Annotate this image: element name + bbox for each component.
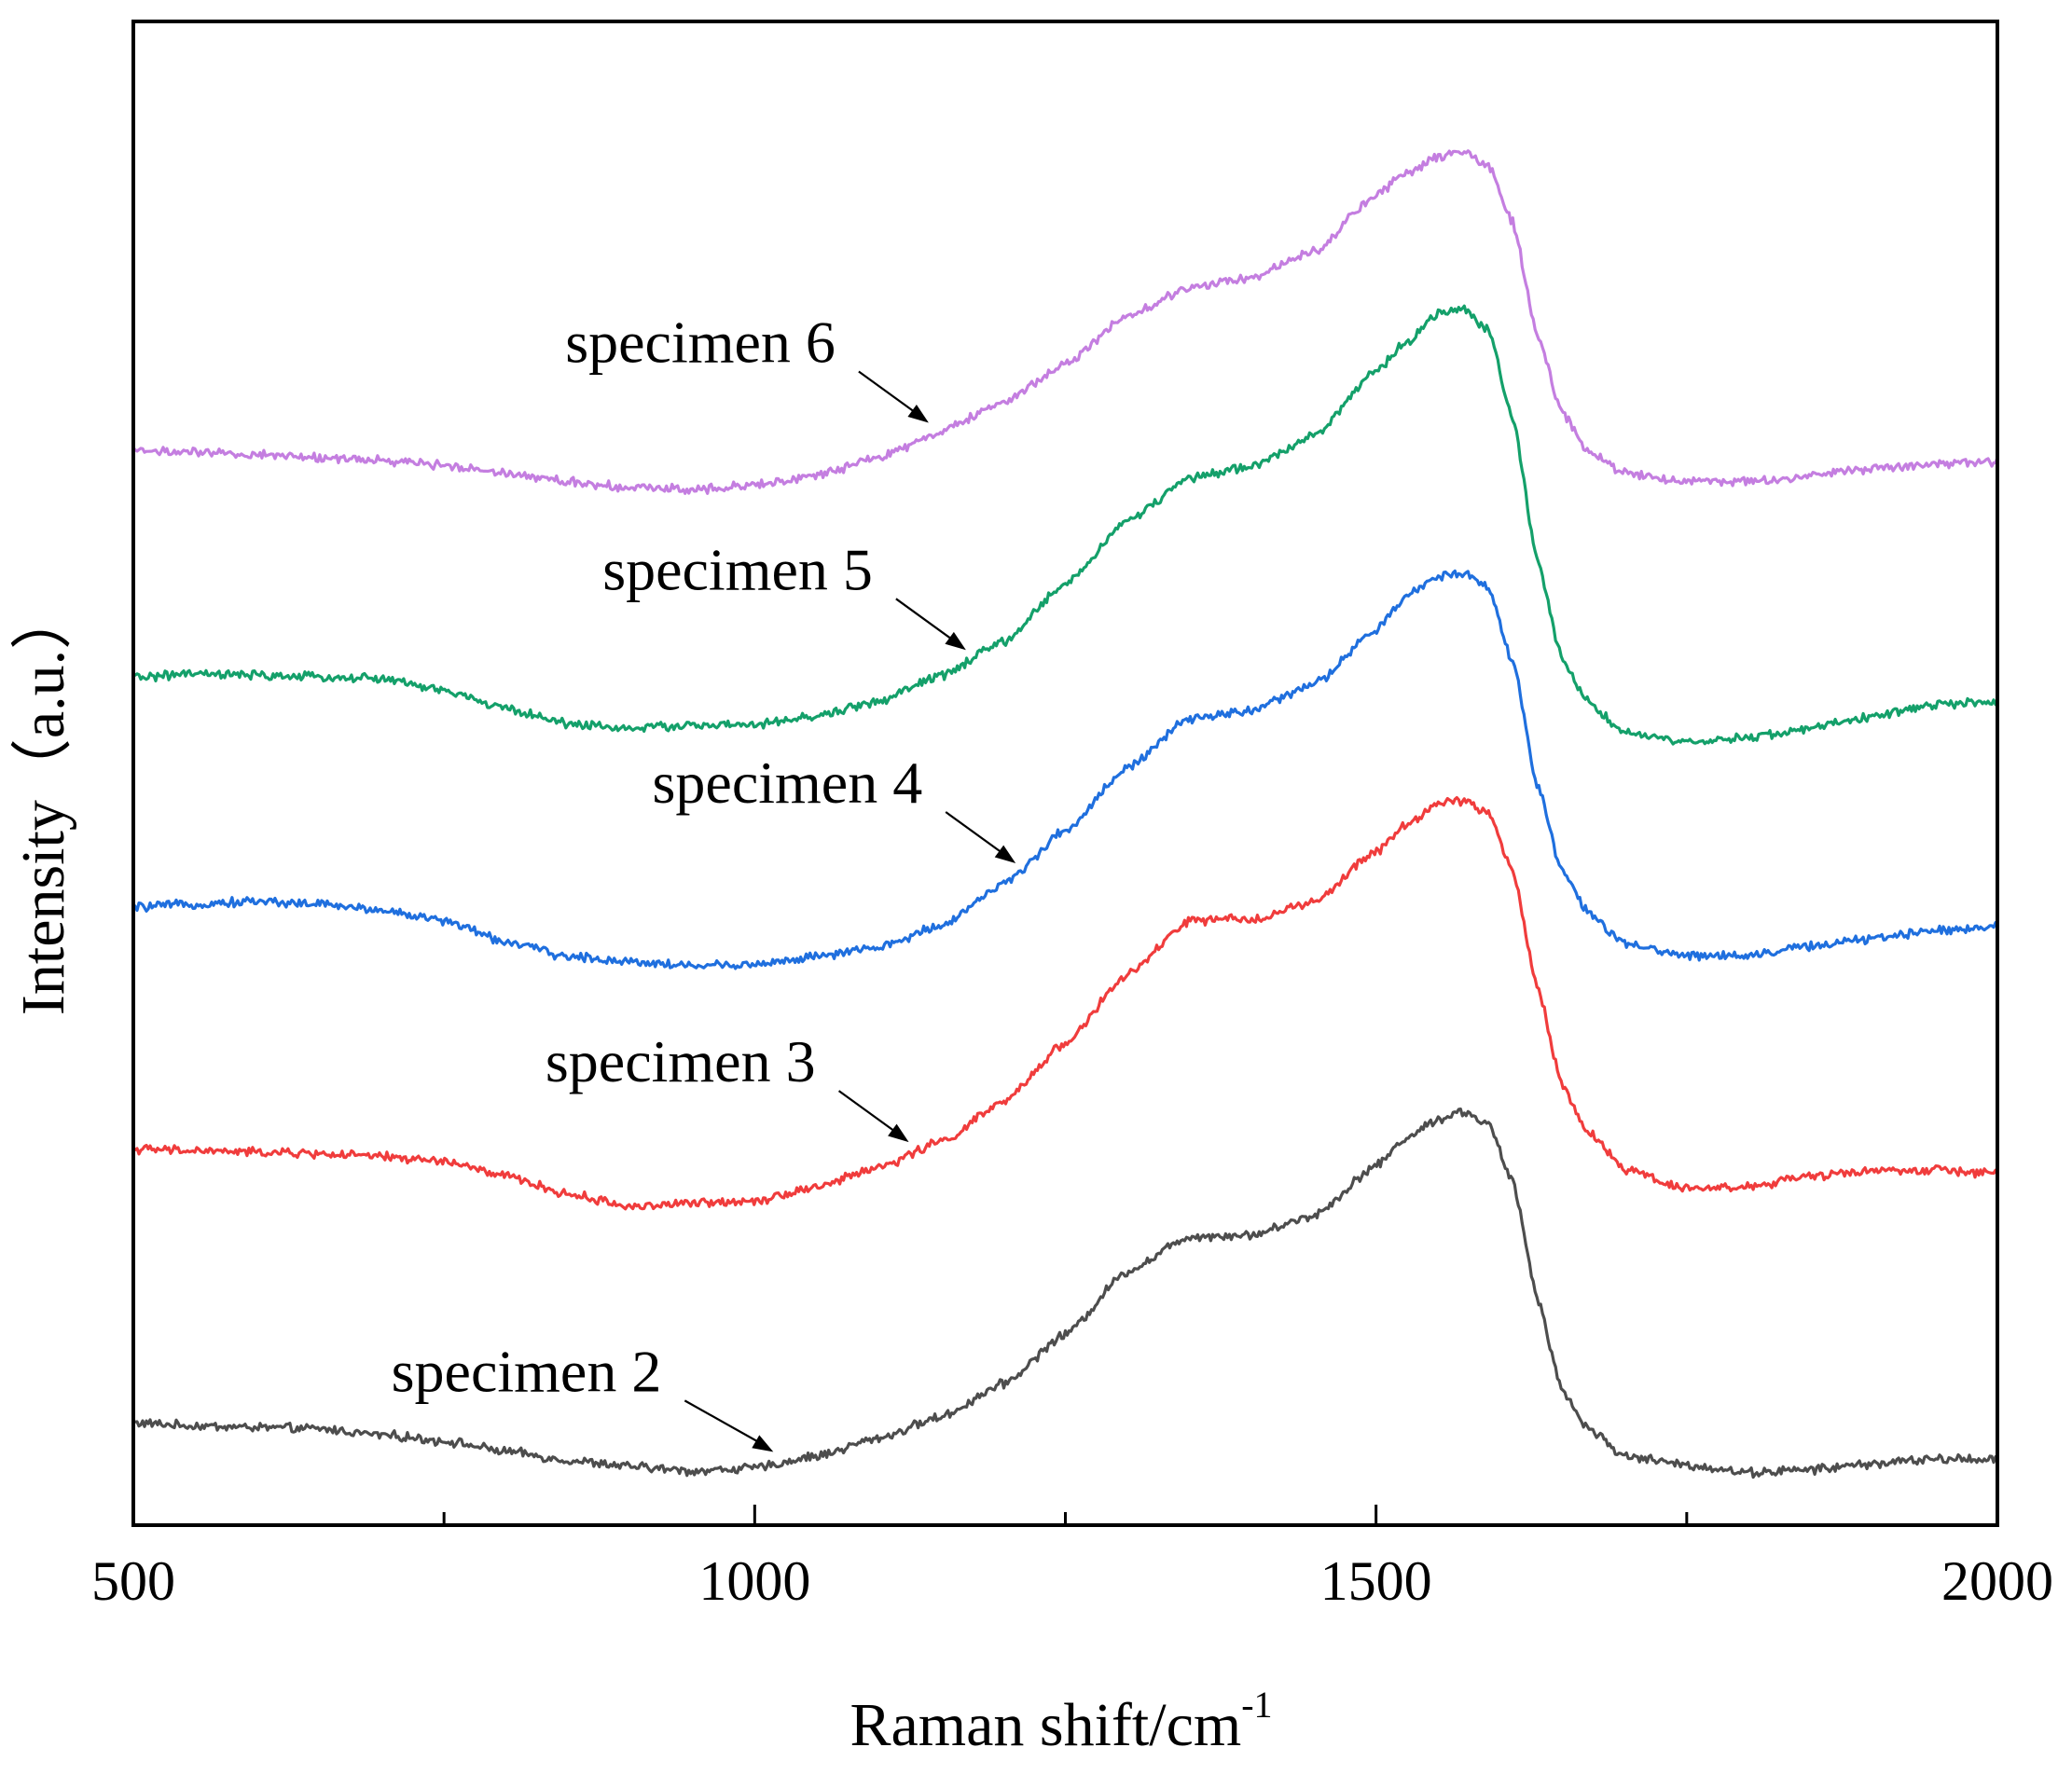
series-label-specimen-4: specimen 4 <box>653 750 923 816</box>
axis-layer <box>131 20 1999 1527</box>
plot-frame <box>131 20 1999 1527</box>
x-axis-title: Raman shift/cm-1 <box>850 1684 1272 1759</box>
series-label-specimen-6: specimen 6 <box>565 310 836 376</box>
x-axis-title-superscript: -1 <box>1241 1684 1272 1726</box>
series-arrow-head-specimen-4 <box>994 845 1016 864</box>
series-label-specimen-3: specimen 3 <box>546 1028 816 1094</box>
series-layer <box>131 149 1999 1479</box>
series-label-specimen-5: specimen 5 <box>602 536 873 602</box>
x-tick-label: 1000 <box>698 1550 810 1612</box>
series-arrow-head-specimen-3 <box>888 1123 909 1143</box>
series-line-specimen-6 <box>131 149 1999 495</box>
series-arrow-head-specimen-6 <box>907 405 929 423</box>
series-line-specimen-5 <box>132 304 1998 746</box>
series-label-layer: specimen 2 specimen 3 specimen 4 specimen 5… <box>392 310 1016 1452</box>
y-axis-title: Intensity（a.u.） <box>9 588 77 1015</box>
x-tick-label: 1500 <box>1320 1550 1432 1612</box>
tick-layer: 500 1000 1500 2000 <box>91 1505 2053 1612</box>
series-arrow-head-specimen-2 <box>752 1435 774 1452</box>
series-line-specimen-2 <box>132 1108 1998 1479</box>
series-arrow-head-specimen-5 <box>945 631 966 651</box>
series-line-specimen-4 <box>131 569 1999 970</box>
x-axis-title-text: Raman shift/cm <box>850 1691 1241 1759</box>
x-tick-label: 2000 <box>1941 1550 2053 1612</box>
series-arrow-line-specimen-2 <box>684 1399 768 1449</box>
series-label-specimen-2: specimen 2 <box>392 1338 662 1404</box>
series-line-specimen-3 <box>132 796 1999 1211</box>
x-tick-label: 500 <box>91 1550 175 1612</box>
